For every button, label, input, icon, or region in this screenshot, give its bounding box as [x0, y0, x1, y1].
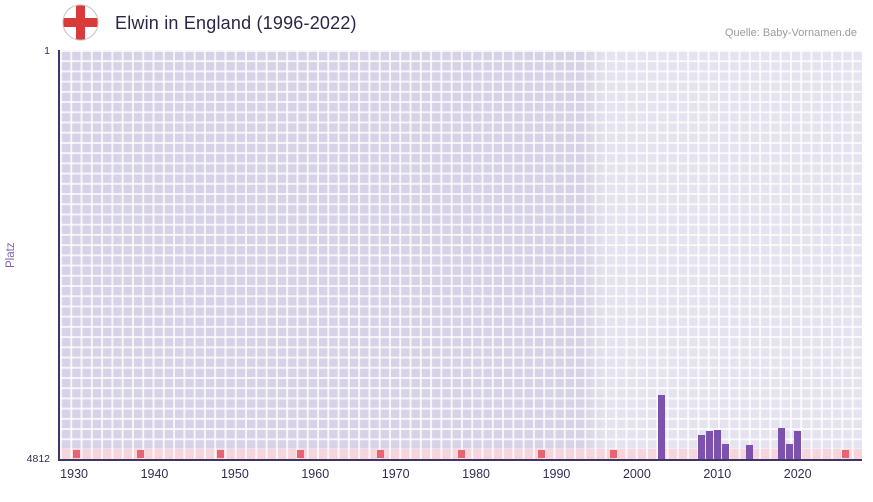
baseline-mark — [297, 450, 305, 458]
baseline-strip — [60, 449, 862, 459]
bar-2020[interactable] — [794, 431, 802, 459]
baseline-mark — [842, 450, 850, 458]
source-attribution: Quelle: Baby-Vornamen.de — [724, 27, 857, 39]
bar-2009[interactable] — [706, 431, 714, 459]
chart-title: Elwin in England (1996-2022) — [115, 13, 357, 33]
y-axis-title: Platz — [5, 242, 17, 269]
bar-2003[interactable] — [658, 395, 665, 459]
england-flag-icon — [62, 4, 99, 41]
baseline-mark — [377, 450, 385, 458]
baseline-mark — [136, 450, 144, 458]
x-tick-label-1990: 1990 — [542, 467, 571, 481]
bar-2011[interactable] — [722, 443, 730, 459]
x-tick-label-2010: 2010 — [703, 467, 732, 481]
x-axis-tick-labels: 1930 1940 1950 1960 1970 1980 1990 2000 2010 2020 — [58, 467, 862, 485]
y-tick-min: 4812 — [26, 453, 50, 465]
bars-layer — [60, 50, 862, 459]
x-tick-label-2020: 2020 — [783, 467, 812, 481]
plot-area — [58, 50, 862, 461]
x-tick-label-1950: 1950 — [220, 467, 249, 481]
bar-2010[interactable] — [714, 429, 722, 459]
bar-2018[interactable] — [778, 428, 786, 459]
bar-2019[interactable] — [786, 444, 794, 459]
baseline-mark — [216, 450, 224, 458]
x-tick-label-1940: 1940 — [140, 467, 169, 481]
x-tick-label-1960: 1960 — [301, 467, 330, 481]
x-tick-label-1930: 1930 — [60, 467, 88, 481]
bar-2014[interactable] — [746, 445, 754, 459]
baseline-mark — [72, 450, 80, 458]
chart-header: Elwin in England (1996-2022) Quelle: Bab… — [0, 0, 873, 46]
x-tick-label-1980: 1980 — [462, 467, 490, 481]
x-tick-label-2000: 2000 — [622, 467, 651, 481]
bar-2008[interactable] — [698, 435, 706, 459]
y-tick-max: 1 — [44, 45, 50, 57]
baseline-mark — [609, 450, 617, 458]
x-tick-label-1970: 1970 — [381, 467, 410, 481]
baseline-mark — [537, 450, 545, 458]
baseline-mark — [457, 450, 465, 458]
